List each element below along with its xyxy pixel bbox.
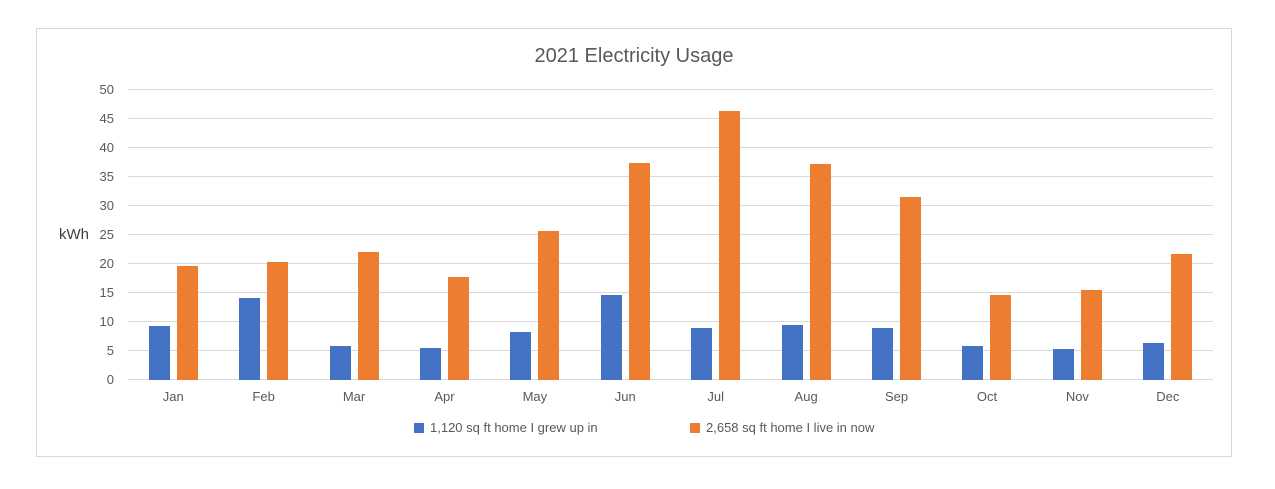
gridline-40 xyxy=(128,147,1213,148)
gridline-0 xyxy=(128,379,1213,380)
bar-series1-sep[interactable] xyxy=(872,327,894,380)
gridline-30 xyxy=(128,205,1213,206)
x-label-nov: Nov xyxy=(1065,389,1089,404)
y-tick-label-0: 0 xyxy=(106,372,114,387)
gridline-45 xyxy=(128,118,1213,119)
y-tick-label-30: 30 xyxy=(99,198,114,213)
bar-series1-apr[interactable] xyxy=(419,347,441,380)
x-label-sep: Sep xyxy=(884,389,909,404)
bar-series2-may[interactable] xyxy=(538,230,560,380)
x-label-oct: Oct xyxy=(976,389,998,404)
bar-series2-oct[interactable] xyxy=(990,294,1012,380)
bar-series2-aug[interactable] xyxy=(809,164,831,380)
plot-area xyxy=(128,89,1213,380)
gridline-25 xyxy=(128,234,1213,235)
x-label-jan: Jan xyxy=(162,389,184,404)
bar-series2-jun[interactable] xyxy=(628,162,650,380)
gridline-15 xyxy=(128,292,1213,293)
x-label-jun: Jun xyxy=(614,389,636,404)
x-label-mar: Mar xyxy=(342,389,366,404)
y-tick-label-15: 15 xyxy=(99,285,114,300)
legend-swatch-series2-icon xyxy=(690,422,700,433)
bar-series1-oct[interactable] xyxy=(962,345,984,380)
y-tick-label-35: 35 xyxy=(99,169,114,184)
y-tick-label-25: 25 xyxy=(99,227,114,242)
x-label-apr: Apr xyxy=(434,389,455,404)
x-label-jul: Jul xyxy=(707,389,725,404)
gridline-35 xyxy=(128,176,1213,177)
x-label-dec: Dec xyxy=(1156,389,1180,404)
gridline-10 xyxy=(128,321,1213,322)
x-label-may: May xyxy=(522,389,548,404)
gridline-5 xyxy=(128,350,1213,351)
bar-series1-dec[interactable] xyxy=(1143,342,1165,380)
y-tick-label-45: 45 xyxy=(99,111,114,126)
legend-item-series2[interactable]: 2,658 sq ft home I live in now xyxy=(690,420,874,435)
gridline-50 xyxy=(128,89,1213,90)
gridline-20 xyxy=(128,263,1213,264)
legend-swatch-series1-icon xyxy=(414,422,424,433)
bar-series1-mar[interactable] xyxy=(329,345,351,380)
bar-series1-aug[interactable] xyxy=(781,325,803,380)
bar-series2-dec[interactable] xyxy=(1171,253,1193,380)
bar-series2-apr[interactable] xyxy=(447,276,469,380)
y-tick-label-40: 40 xyxy=(99,140,114,155)
bar-series1-may[interactable] xyxy=(510,331,532,380)
y-tick-label-10: 10 xyxy=(99,314,114,329)
legend-label-series2: 2,658 sq ft home I live in now xyxy=(706,420,875,435)
y-tick-label-5: 5 xyxy=(106,343,114,358)
bar-series2-nov[interactable] xyxy=(1080,289,1102,380)
chart-frame: 2021 Electricity Usage kWh 0 5 10 15 20 25 30 3… xyxy=(36,28,1232,457)
legend-item-series1[interactable]: 1,120 sq ft home I grew up in xyxy=(414,420,598,435)
bar-series1-jul[interactable] xyxy=(691,328,713,380)
bar-series2-jul[interactable] xyxy=(719,110,741,380)
y-tick-label-20: 20 xyxy=(99,256,114,271)
bar-series2-jan[interactable] xyxy=(176,265,198,380)
bar-series2-feb[interactable] xyxy=(267,261,289,380)
bar-series2-mar[interactable] xyxy=(357,251,379,380)
bar-series2-sep[interactable] xyxy=(900,196,922,380)
y-axis-unit-label: kWh xyxy=(59,226,89,243)
y-tick-label-50: 50 xyxy=(99,82,114,97)
legend-label-series1: 1,120 sq ft home I grew up in xyxy=(430,420,598,435)
x-label-aug: Aug xyxy=(794,389,818,404)
chart-title: 2021 Electricity Usage xyxy=(534,45,734,67)
bar-series1-jan[interactable] xyxy=(148,326,170,380)
bar-series1-feb[interactable] xyxy=(239,298,261,380)
bar-series1-nov[interactable] xyxy=(1052,349,1074,380)
x-label-feb: Feb xyxy=(252,389,275,404)
bar-series1-jun[interactable] xyxy=(600,294,622,380)
